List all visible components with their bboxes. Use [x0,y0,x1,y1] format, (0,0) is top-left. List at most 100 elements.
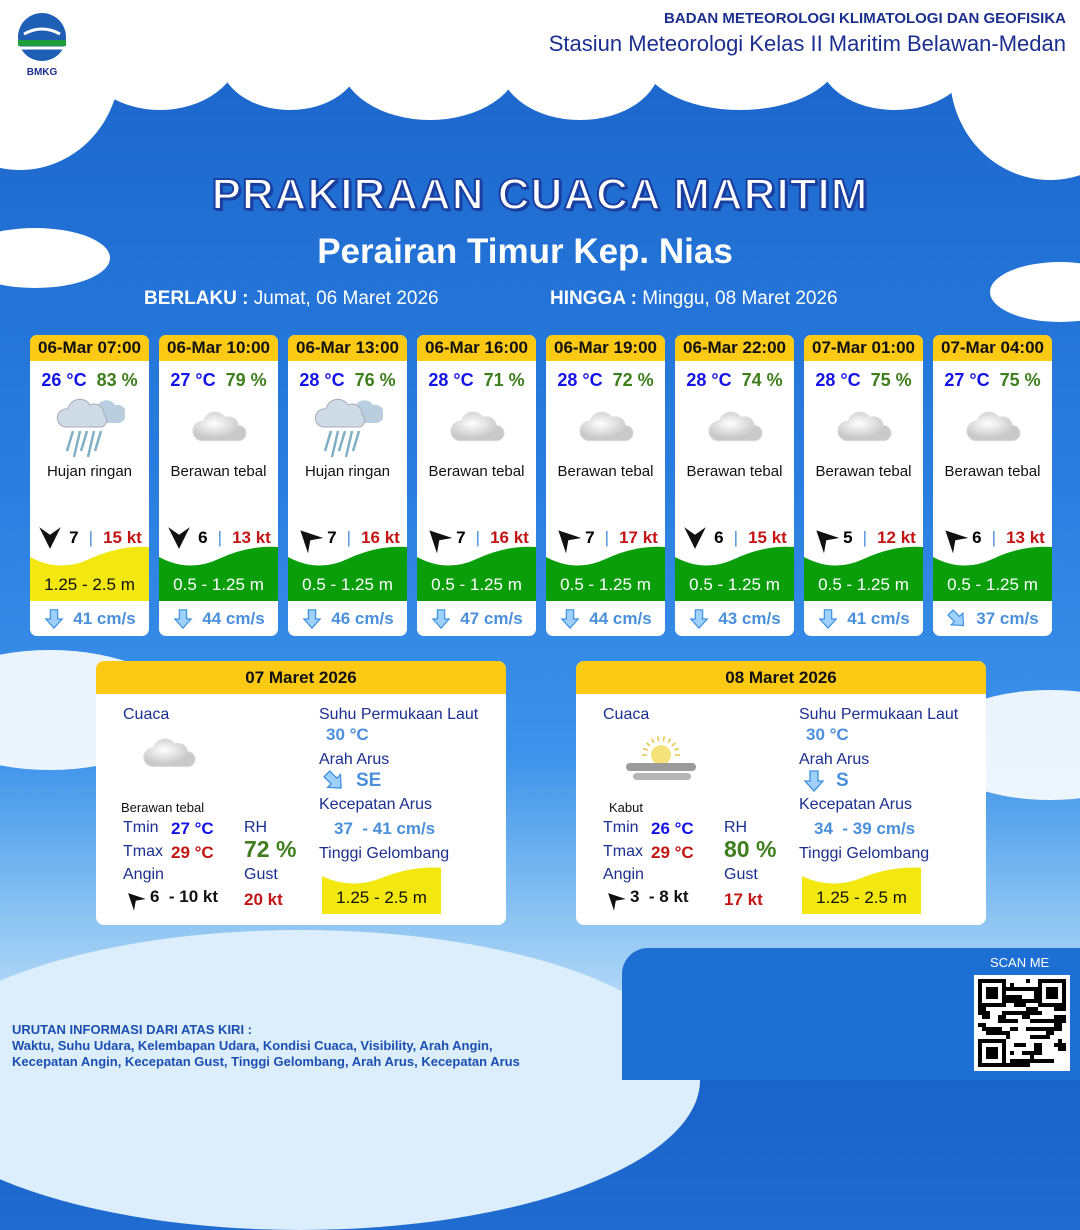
label: Tmin [123,819,159,836]
divider: | [991,528,997,547]
label: Gust [724,866,758,883]
wind-speed: 7 [585,528,595,547]
forecast-time: 07-Mar 01:00 [804,335,923,361]
divider: | [604,528,610,547]
forecast-card: 06-Mar 07:00 26 °C 83 % Hujan ringan 7 | 1… [30,335,149,636]
divider: | [862,528,868,547]
sst-value: 30 °C [326,725,369,744]
wind-speed: 6 [198,528,208,547]
humidity: 75 % [999,370,1041,390]
label: Gust [244,866,278,883]
divider: | [88,528,94,547]
weather-condition: Kabut [609,800,643,815]
weather-condition: Berawan tebal [121,800,205,815]
current-speed: 37 cm/s [976,608,1039,628]
cloud-icon [804,391,923,461]
wave-height: 0.5 - 1.25 m [675,545,794,601]
station-name: Stasiun Meteorologi Kelas II Maritim Bel… [548,31,1066,56]
wave-height: 0.5 - 1.25 m [804,545,923,601]
page-title: PRAKIRAAN CUACA MARITIM [211,169,869,220]
current-direction-icon [559,608,581,630]
daily-summary-card: 08 Maret 2026 Cuaca Kabut Tmin 26 °C Tma… [576,661,986,925]
forecast-card: 06-Mar 19:00 28 °C 72 % Berawan tebal 7 |… [546,335,665,636]
wind-speed: 6 [714,528,724,547]
divider: | [733,528,739,547]
wave-height: 0.5 - 1.25 m [288,545,407,601]
wind-direction-icon [295,525,324,554]
forecast-card: 06-Mar 22:00 28 °C 74 % Berawan tebal 6 |… [675,335,794,636]
daily-date: 08 Maret 2026 [576,661,986,694]
label: Angin [123,866,164,883]
wind-speed: 7 [69,528,79,547]
bmkg-logo: BMKG [14,12,70,78]
label: Tinggi Gelombang [799,845,930,862]
tmin-value: 26 °C [651,819,694,838]
forecast-card: 06-Mar 10:00 27 °C 79 % Berawan tebal 6 |… [159,335,278,636]
label: Cuaca [603,706,650,723]
page-subtitle: Perairan Timur Kep. Nias [317,232,733,271]
humidity: 75 % [870,370,912,390]
rain-cloud-icon [288,391,407,461]
temperature: 28 °C [557,370,603,390]
cloud-icon [141,733,197,777]
forecast-time: 06-Mar 19:00 [546,335,665,361]
weather-condition: Berawan tebal [557,463,654,480]
qr-code[interactable] [974,975,1070,1071]
current-direction-icon [172,608,194,630]
temperature: 28 °C [686,370,732,390]
gust-value: 17 kt [724,890,763,909]
temperature: 27 °C [944,370,990,390]
current-direction: S [836,770,849,791]
org-name: BADAN METEOROLOGI KLIMATOLOGI DAN GEOFIS… [664,10,1066,27]
forecast-card: 07-Mar 01:00 28 °C 75 % Berawan tebal 5 |… [804,335,923,636]
current-direction-icon [817,608,839,630]
temperature: 27 °C [170,370,216,390]
humidity: 72 % [612,370,654,390]
rh-value: 80 % [724,836,777,862]
current-direction-icon [802,769,826,798]
cloud-icon [546,391,665,461]
forecast-time: 06-Mar 16:00 [417,335,536,361]
humidity: 79 % [225,370,267,390]
label: Tmin [603,819,639,836]
weather-condition: Berawan tebal [170,463,267,480]
rh-value: 72 % [244,836,297,862]
wind-speed: 7 [456,528,466,547]
forecast-time: 06-Mar 22:00 [675,335,794,361]
cloud-icon [933,391,1052,461]
gust-speed: 13 kt [232,528,271,547]
current-direction-icon [430,608,452,630]
current-direction-icon [322,769,346,798]
valid-from: BERLAKU : Jumat, 06 Maret 2026 [144,288,439,309]
label: RH [724,819,748,836]
current-speed: 44 cm/s [589,608,652,628]
wind-direction-icon [940,525,969,554]
current-speed: 47 cm/s [460,608,523,628]
divider: | [217,528,223,547]
weather-condition: Hujan ringan [304,463,391,480]
fog-icon [621,733,701,798]
humidity: 83 % [96,370,138,390]
temperature: 28 °C [815,370,861,390]
gust-speed: 15 kt [103,528,142,547]
current-speed: 41 cm/s [73,608,136,628]
forecast-card: 06-Mar 16:00 28 °C 71 % Berawan tebal 7 |… [417,335,536,636]
forecast-time: 06-Mar 10:00 [159,335,278,361]
forecast-time: 07-Mar 04:00 [933,335,1052,361]
cloud-icon [675,391,794,461]
daily-summary-card: 07 Maret 2026 Cuaca Berawan tebal Tmin 2… [96,661,506,925]
wind-range: 6 - 10 kt [150,887,219,906]
footer-info: URUTAN INFORMASI DARI ATAS KIRI : Waktu,… [12,1022,520,1069]
wave-height: 0.5 - 1.25 m [933,545,1052,601]
weather-condition: Berawan tebal [686,463,783,480]
humidity: 71 % [483,370,525,390]
temperature: 28 °C [299,370,345,390]
wind-speed: 7 [327,528,337,547]
wind-speed: 6 [972,528,982,547]
label: Angin [603,866,644,883]
wind-direction-icon [604,889,626,914]
current-speed: 43 cm/s [718,608,781,628]
current-direction-icon [43,608,65,630]
weather-condition: Berawan tebal [815,463,912,480]
current-speed: 44 cm/s [202,608,265,628]
